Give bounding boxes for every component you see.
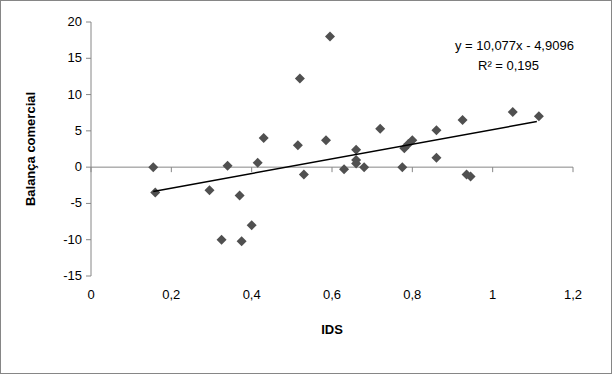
y-tick-label: 0 bbox=[75, 159, 82, 174]
y-tick bbox=[86, 239, 91, 240]
point bbox=[150, 188, 160, 198]
y-tick-label: -5 bbox=[70, 195, 82, 210]
x-tick-label: 0 bbox=[87, 287, 94, 302]
point bbox=[375, 124, 385, 134]
point bbox=[204, 185, 214, 195]
y-tick bbox=[86, 94, 91, 95]
y-tick bbox=[86, 167, 91, 168]
y-tick bbox=[86, 130, 91, 131]
point bbox=[397, 162, 407, 172]
chart-frame bbox=[1, 1, 612, 374]
y-tick-label: -15 bbox=[63, 268, 82, 283]
y-tick bbox=[86, 58, 91, 59]
x-tick bbox=[332, 167, 333, 172]
x-tick-label: 0,8 bbox=[403, 287, 421, 302]
y-tick-label: -10 bbox=[63, 232, 82, 247]
x-tick bbox=[492, 167, 493, 172]
point bbox=[466, 172, 476, 182]
y-tick-label: 5 bbox=[75, 123, 82, 138]
point bbox=[217, 235, 227, 245]
plot-area bbox=[148, 32, 544, 247]
y-tick bbox=[86, 276, 91, 277]
y-tick bbox=[86, 22, 91, 23]
point bbox=[253, 158, 263, 168]
y-tick-label: 15 bbox=[68, 50, 82, 65]
x-tick bbox=[412, 167, 413, 172]
chart: -15 -10 -5 0 5 10 15 20 0 0,2 0,4 0,6 0,8 1 1,2 IDS Bala… bbox=[0, 0, 612, 374]
point bbox=[293, 140, 303, 150]
x-tick bbox=[251, 167, 252, 172]
x-tick bbox=[91, 167, 92, 172]
point bbox=[295, 74, 305, 84]
x-tick-label: 0,6 bbox=[323, 287, 341, 302]
point bbox=[223, 161, 233, 171]
x-tick-label: 0,2 bbox=[162, 287, 180, 302]
point bbox=[259, 133, 269, 143]
point bbox=[431, 125, 441, 135]
annotation: y = 10,077x - 4,9096 bbox=[455, 38, 574, 53]
trend-line bbox=[153, 122, 537, 192]
point bbox=[237, 236, 247, 246]
y-axis bbox=[91, 22, 92, 276]
point bbox=[508, 107, 518, 117]
y-tick bbox=[86, 203, 91, 204]
point bbox=[359, 162, 369, 172]
point bbox=[247, 220, 257, 230]
annotation: R² = 0,195 bbox=[478, 58, 539, 73]
point bbox=[235, 190, 245, 200]
x-tick-label: 0,4 bbox=[243, 287, 261, 302]
point bbox=[321, 135, 331, 145]
x-tick bbox=[573, 167, 574, 172]
x-tick-label: 1 bbox=[489, 287, 496, 302]
point bbox=[339, 164, 349, 174]
x-axis-label: IDS bbox=[321, 322, 343, 337]
y-tick-label: 10 bbox=[68, 87, 82, 102]
x-tick-label: 1,2 bbox=[564, 287, 582, 302]
point bbox=[431, 153, 441, 163]
x-tick bbox=[171, 167, 172, 172]
point bbox=[325, 32, 335, 42]
point bbox=[148, 162, 158, 172]
point bbox=[299, 169, 309, 179]
point bbox=[458, 115, 468, 125]
y-axis-label: Balança comercial bbox=[23, 92, 38, 206]
y-tick-label: 20 bbox=[68, 14, 82, 29]
point bbox=[534, 111, 544, 121]
